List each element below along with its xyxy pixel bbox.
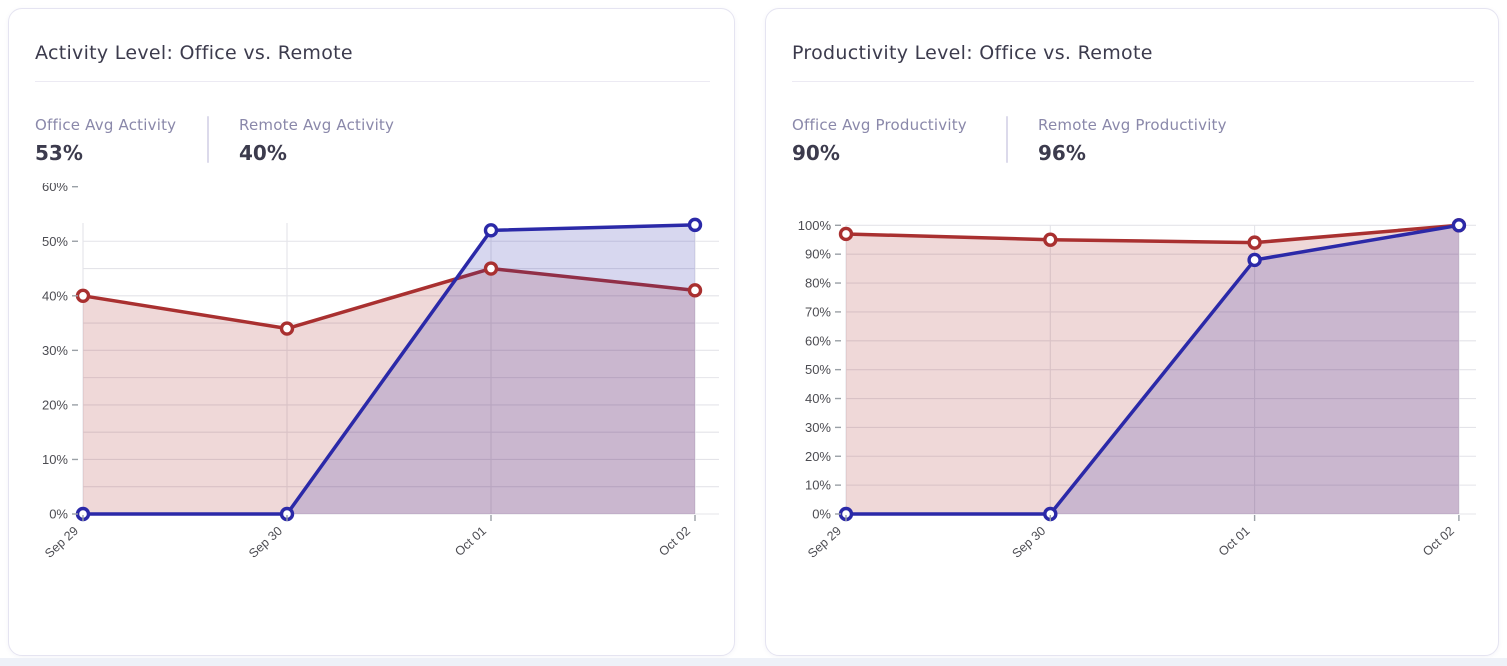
data-point-remote-avg-productivity[interactable] <box>1043 232 1058 247</box>
x-tick-label: Sep 30 <box>1009 524 1048 561</box>
y-tick-label: 30% <box>42 343 68 358</box>
activity-card: Activity Level: Office vs. Remote Office… <box>8 8 735 656</box>
y-tick-label: 100% <box>798 218 832 233</box>
y-tick-label: 10% <box>805 478 831 493</box>
productivity-chart[interactable]: 0% 10% 20% 30% 40% 50% 60% 70% 80% 90% 100% Sep 29 S… <box>766 183 1498 579</box>
data-point-office-avg-productivity[interactable] <box>1451 218 1467 233</box>
title-divider <box>35 81 710 82</box>
data-point-office-avg-activity[interactable] <box>483 223 499 238</box>
y-tick-label: 10% <box>42 452 68 467</box>
y-tick-label: 60% <box>805 333 831 348</box>
data-point-remote-avg-activity[interactable] <box>483 261 499 276</box>
stat-value: 90% <box>792 141 840 165</box>
chart-canvas[interactable]: 0% 10% 20% 30% 40% 50% 60% 70% 80% 90% 100% Sep 29 S… <box>766 183 1498 579</box>
productivity-card: Productivity Level: Office vs. Remote Of… <box>765 8 1499 656</box>
area-remote-avg-productivity <box>846 225 1459 515</box>
stat-label: Remote Avg Activity <box>239 116 395 134</box>
y-tick-label: 50% <box>805 362 831 377</box>
y-tick-label: 90% <box>805 247 831 262</box>
stat-label: Remote Avg Productivity <box>1038 116 1227 134</box>
y-tick-label: 30% <box>805 420 831 435</box>
data-point-office-avg-productivity[interactable] <box>1247 252 1262 268</box>
data-point-remote-avg-activity[interactable] <box>279 321 295 336</box>
title-divider <box>792 81 1474 82</box>
y-tick-label: 40% <box>42 288 68 303</box>
data-point-remote-avg-activity[interactable] <box>75 288 91 304</box>
activity-chart[interactable]: 0% 10% 20% 30% 40% 50% 60% Sep 29 Sep 30 Oct 01 Oc… <box>9 183 734 579</box>
x-tick-label: Oct 01 <box>452 524 489 559</box>
x-tick-label: Oct 02 <box>656 524 693 559</box>
y-tick-label: 70% <box>805 304 831 319</box>
stat-label: Office Avg Productivity <box>792 116 967 134</box>
stat-divider <box>207 116 209 163</box>
data-point-remote-avg-activity[interactable] <box>687 283 703 298</box>
stat-remote-avg-activity: Remote Avg Activity 40% <box>239 116 394 165</box>
y-tick-label: 0% <box>812 507 831 522</box>
data-point-office-avg-activity[interactable] <box>687 217 703 233</box>
area-office-avg-activity <box>83 224 695 514</box>
y-tick-label: 20% <box>42 397 68 412</box>
x-tick-label: Sep 30 <box>246 524 285 561</box>
stat-label: Office Avg Activity <box>35 116 177 134</box>
stat-office-avg-activity: Office Avg Activity 53% <box>35 116 207 165</box>
y-tick-label: 0% <box>49 507 68 522</box>
y-tick-label: 40% <box>805 391 831 406</box>
line-office-avg-activity <box>83 223 696 516</box>
stat-value: 53% <box>35 141 83 165</box>
page-bottom-strip <box>0 658 1507 666</box>
stat-office-avg-productivity: Office Avg Productivity 90% <box>792 116 1006 165</box>
stat-divider <box>1006 116 1008 163</box>
card-title: Productivity Level: Office vs. Remote <box>792 42 1153 64</box>
x-tick-label: Sep 29 <box>805 524 844 561</box>
y-tick-label: 80% <box>805 276 831 291</box>
y-tick-label: 60% <box>42 183 68 194</box>
stat-value: 96% <box>1038 141 1086 165</box>
chart-canvas[interactable]: 0% 10% 20% 30% 40% 50% 60% Sep 29 Sep 30 Oct 01 Oc… <box>9 183 734 579</box>
x-tick-label: Oct 02 <box>1420 524 1457 559</box>
stat-value: 40% <box>239 141 287 165</box>
stats-row: Office Avg Productivity 90% Remote Avg P… <box>792 116 1227 165</box>
card-title: Activity Level: Office vs. Remote <box>35 42 353 64</box>
y-tick-label: 20% <box>805 449 831 464</box>
line-remote-avg-activity <box>82 266 696 331</box>
x-tick-label: Sep 29 <box>42 524 81 561</box>
x-tick-label: Oct 01 <box>1216 524 1253 559</box>
data-point-remote-avg-productivity[interactable] <box>1247 235 1262 250</box>
area-remote-avg-activity <box>83 268 695 514</box>
line-office-avg-productivity <box>846 223 1460 516</box>
stats-row: Office Avg Activity 53% Remote Avg Activ… <box>35 116 394 165</box>
stat-remote-avg-productivity: Remote Avg Productivity 96% <box>1038 116 1227 165</box>
line-remote-avg-productivity <box>845 223 1460 245</box>
y-tick-label: 50% <box>42 234 68 249</box>
data-point-remote-avg-productivity[interactable] <box>838 226 854 242</box>
area-office-avg-productivity <box>846 225 1459 515</box>
